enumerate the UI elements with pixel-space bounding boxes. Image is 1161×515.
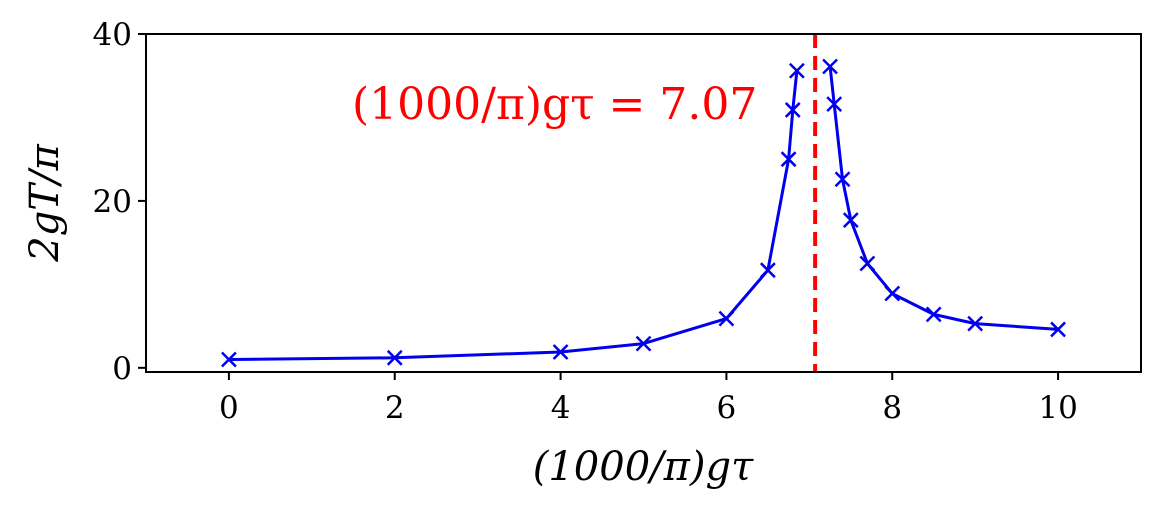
x-tick-label: 8 — [882, 390, 902, 426]
data-point-marker — [1050, 321, 1066, 338]
data-point-marker — [884, 285, 901, 302]
plot-content — [221, 34, 1066, 372]
data-point-marker — [784, 102, 801, 118]
y-axis-title: 2gT/π — [22, 144, 68, 263]
data-point-marker — [221, 351, 237, 368]
data-point-marker — [967, 315, 984, 332]
plot-frame — [145, 33, 1142, 373]
data-point-marker — [386, 349, 403, 366]
data-point-marker — [635, 335, 652, 352]
x-tick-label: 4 — [551, 390, 571, 426]
data-point-marker — [826, 96, 843, 112]
x-axis-ticks: 0 2 4 6 8 10 — [219, 372, 1078, 426]
x-axis-title: (1000/π)gτ — [533, 444, 754, 490]
series-line-segment-2 — [828, 66, 1059, 331]
data-point-marker — [789, 62, 805, 79]
y-tick-label: 40 — [93, 17, 132, 53]
y-tick-label: 0 — [112, 351, 132, 387]
data-point-marker — [925, 306, 942, 323]
y-axis-ticks: 0 20 40 — [93, 17, 146, 387]
x-tick-label: 6 — [717, 390, 737, 426]
y-tick-label: 20 — [93, 184, 132, 220]
x-tick-label: 10 — [1038, 390, 1077, 426]
x-tick-label: 0 — [219, 390, 239, 426]
annotation-text: (1000/π)gτ = 7.07 — [352, 79, 757, 130]
x-tick-label: 2 — [385, 390, 405, 426]
data-point-marker — [780, 151, 797, 168]
data-point-marker — [552, 344, 569, 360]
data-point-marker — [859, 255, 876, 272]
data-point-marker — [759, 262, 776, 279]
data-point-marker — [842, 212, 859, 228]
data-point-marker — [822, 58, 838, 75]
data-point-marker — [718, 310, 735, 327]
data-point-marker — [834, 171, 851, 188]
